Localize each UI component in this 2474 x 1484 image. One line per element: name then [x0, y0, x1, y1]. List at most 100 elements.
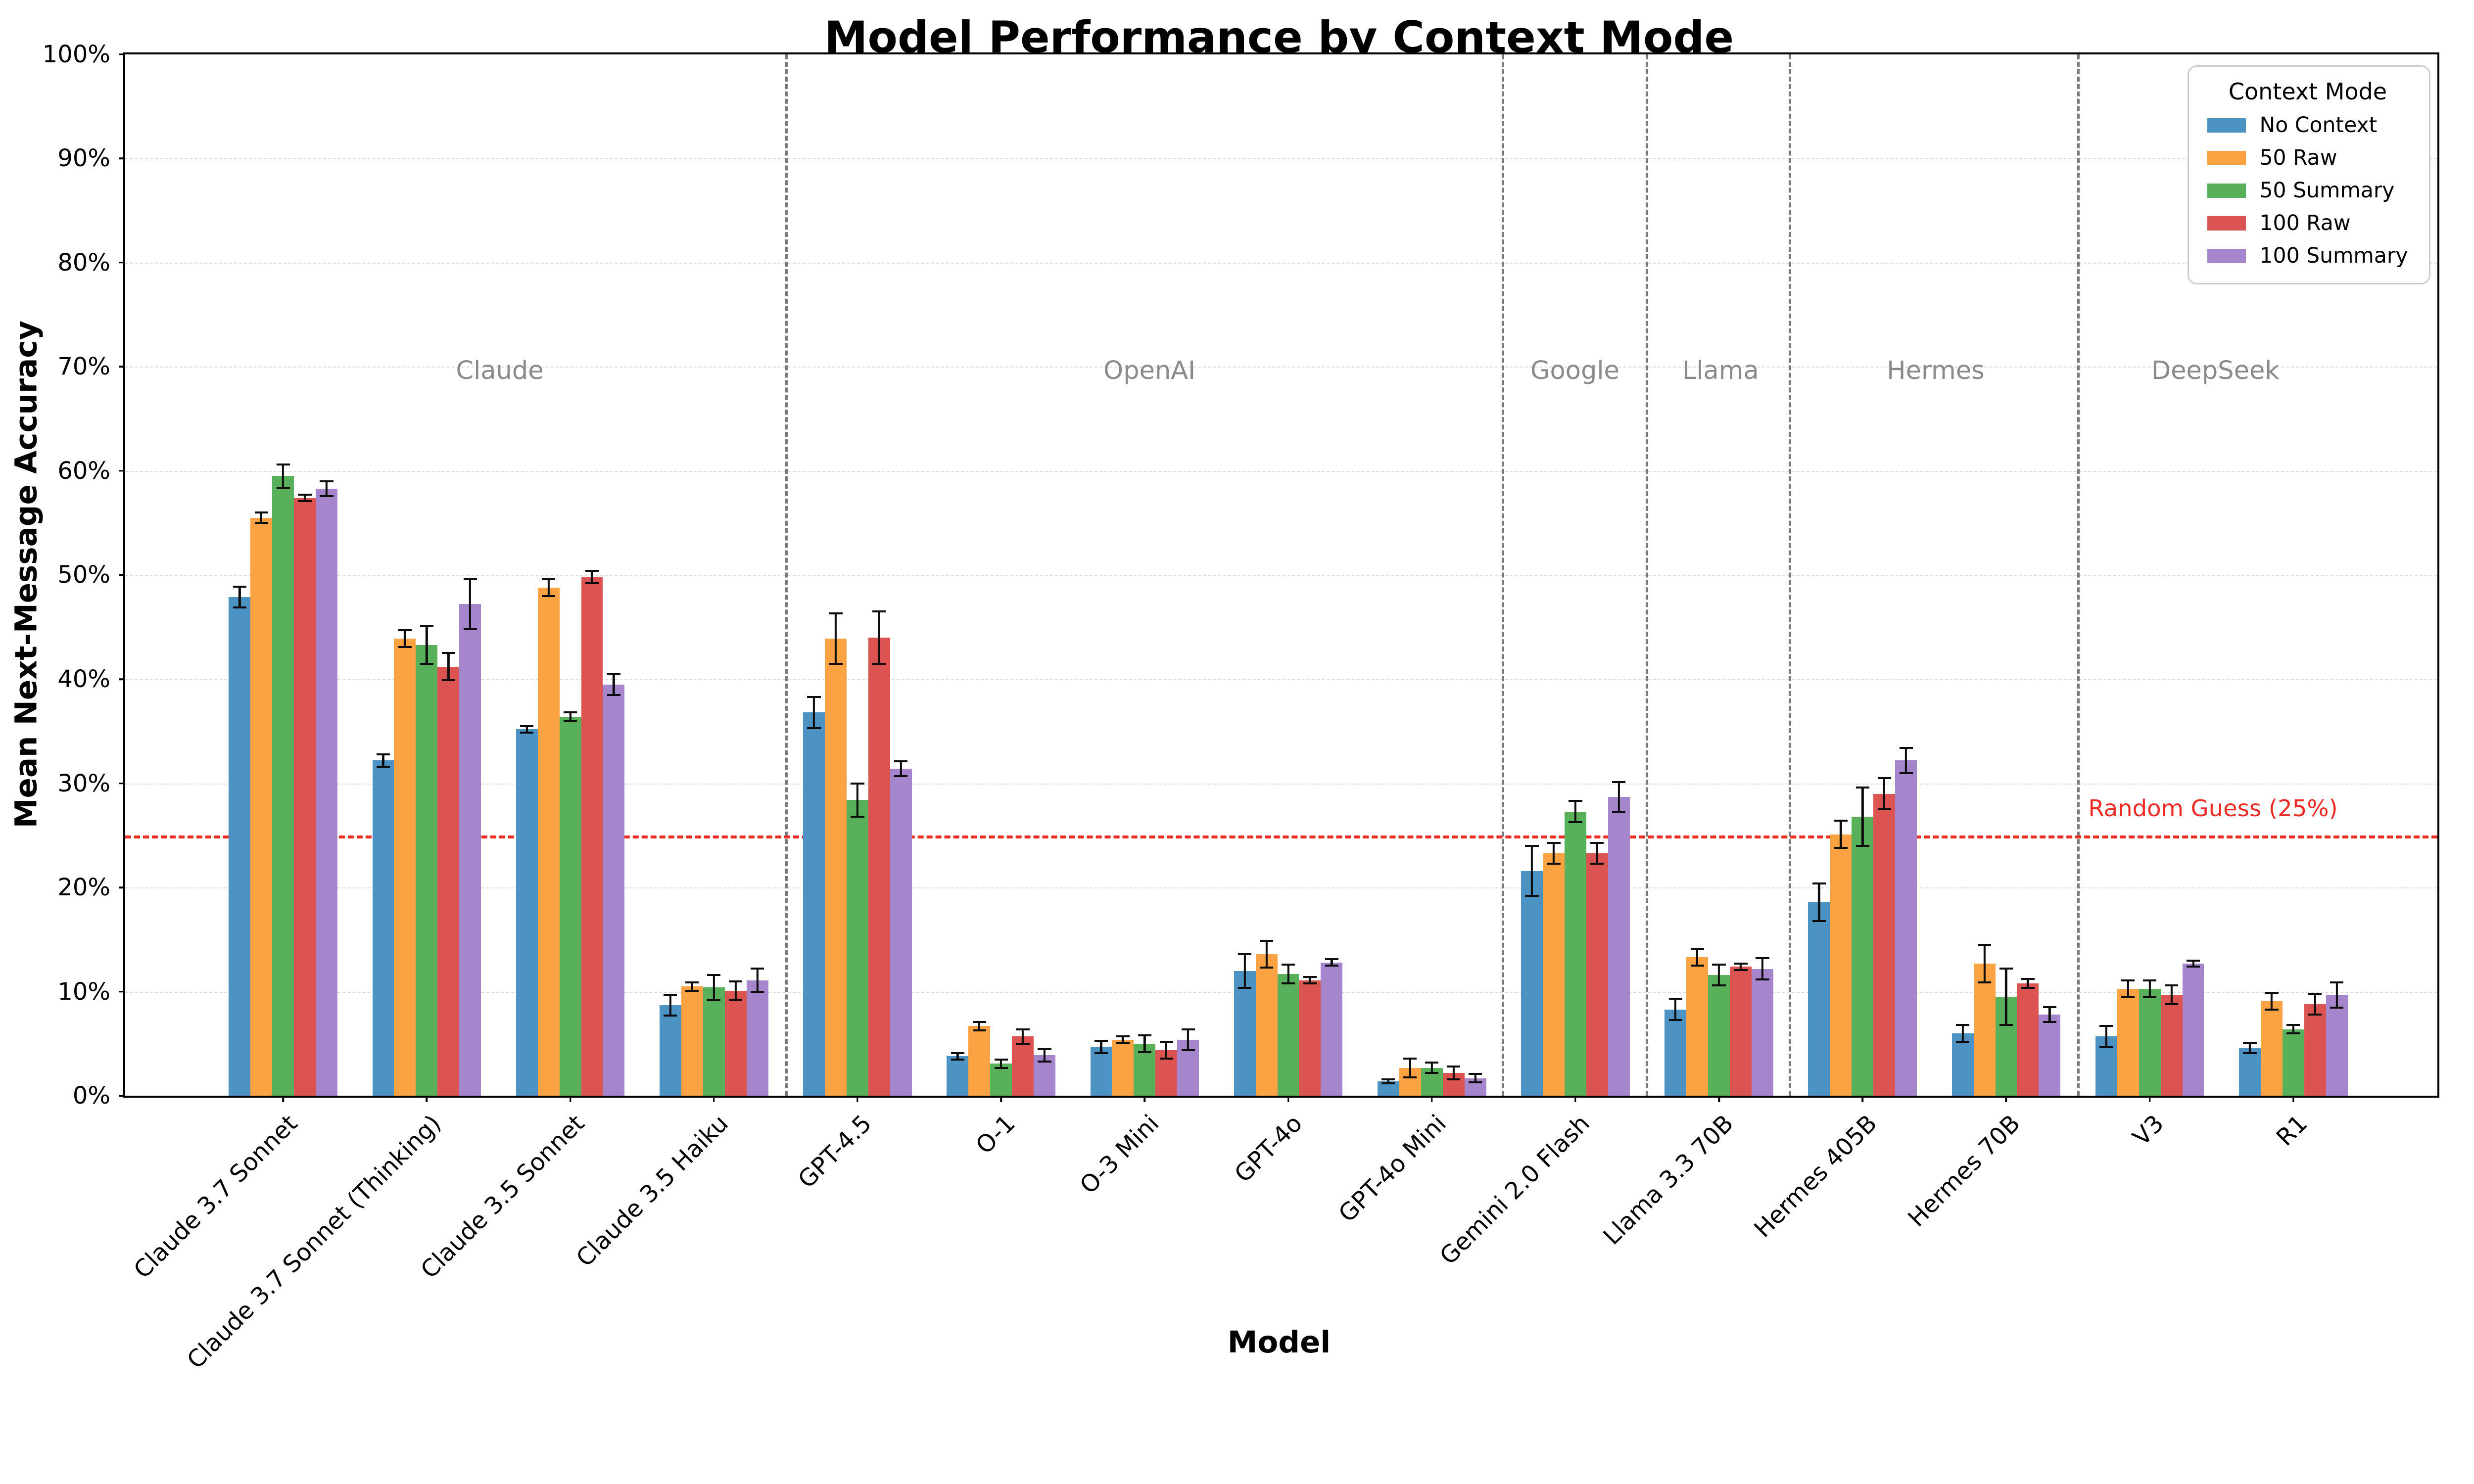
bar-claude-3-7-sonnet-100-raw: [294, 498, 316, 1096]
bar-claude-3-7-sonnet-100-summary: [316, 488, 337, 1096]
y-axis-label: Mean Next-Message Accuracy: [8, 320, 44, 829]
y-tick-label-80: 80%: [57, 248, 110, 277]
bar-v3-50-raw: [2117, 988, 2139, 1096]
x-tick-mark-o-3-mini: [1143, 1096, 1146, 1103]
bar-claude-3-5-sonnet-100-raw: [581, 577, 603, 1096]
bar-o-3-mini-50-raw: [1112, 1039, 1134, 1096]
x-tick-mark-hermes-70b: [2005, 1096, 2007, 1103]
legend-items: No Context 50 Raw 50 Summary 100 Raw 100 Sum…: [2207, 113, 2408, 268]
provider-separator-4: [1788, 54, 1791, 1096]
y-tick-mark-60: [119, 470, 125, 472]
bar-hermes-405b-no-context: [1808, 902, 1830, 1096]
x-axis-label: Model: [1227, 1324, 1331, 1360]
error-bar-hermes-70b-50-raw: [1977, 943, 1992, 983]
bar-hermes-405b-100-raw: [1873, 793, 1896, 1096]
y-tick-mark-100: [119, 53, 125, 55]
bar-r1-50-summary: [2282, 1029, 2304, 1096]
error-bar-claude-3-7-sonnet-100-summary: [320, 480, 333, 497]
bar-claude-3-5-sonnet-50-summary: [559, 716, 581, 1096]
x-tick-mark-o-1: [1000, 1096, 1002, 1103]
error-bar-gpt-4o-mini-100-raw: [1447, 1066, 1461, 1080]
error-bar-gemini-2-0-flash-100-summary: [1612, 781, 1626, 813]
provider-label-hermes: Hermes: [1887, 356, 1985, 386]
plot-area: Context Mode No Context 50 Raw 50 Summary 1…: [43, 41, 2439, 1374]
error-bar-gemini-2-0-flash-50-summary: [1569, 800, 1582, 823]
error-bar-o-1-50-raw: [972, 1020, 986, 1031]
error-bar-gpt-4o-mini-no-context: [1381, 1078, 1395, 1085]
error-bar-o-3-mini-no-context: [1094, 1039, 1108, 1055]
bar-gemini-2-0-flash-100-summary: [1608, 797, 1630, 1096]
error-bar-claude-3-7-sonnet-50-summary: [276, 464, 290, 489]
y-tick-label-100: 100%: [42, 40, 110, 68]
bar-v3-100-summary: [2182, 963, 2204, 1096]
bar-o-1-50-summary: [990, 1064, 1012, 1096]
bar-gpt-4-5-100-summary: [890, 769, 912, 1096]
y-tick-label-70: 70%: [57, 353, 110, 381]
error-bar-claude-3-7-sonnet-thinking-50-summary: [420, 625, 433, 665]
gridline-60: [125, 470, 2437, 472]
error-bar-claude-3-7-sonnet-100-raw: [298, 494, 312, 503]
y-tick-mark-80: [119, 261, 125, 264]
error-bar-llama-3-3-70b-50-raw: [1690, 948, 1704, 967]
error-bar-llama-3-3-70b-100-raw: [1734, 962, 1748, 971]
error-bar-o-1-no-context: [951, 1052, 964, 1061]
x-tick-label-gpt-4-5: GPT-4.5: [793, 1109, 877, 1194]
y-tick-mark-70: [119, 366, 125, 368]
provider-separator-3: [1645, 54, 1648, 1096]
bar-gpt-4-5-no-context: [803, 712, 825, 1096]
legend: Context Mode No Context 50 Raw 50 Summary 1…: [2187, 65, 2430, 284]
legend-label-no-context: No Context: [2259, 113, 2378, 138]
error-bar-claude-3-5-sonnet-100-summary: [607, 673, 620, 696]
x-tick-mark-claude-3-7-sonnet: [282, 1096, 284, 1103]
gridline-90: [125, 158, 2437, 160]
bar-o-1-50-raw: [968, 1026, 991, 1096]
y-tick-mark-10: [119, 991, 125, 993]
error-bar-gpt-4-5-100-raw: [872, 610, 886, 665]
error-bar-o-1-100-raw: [1016, 1028, 1030, 1045]
bar-v3-100-raw: [2160, 995, 2183, 1096]
error-bar-claude-3-7-sonnet-thinking-100-summary: [463, 578, 477, 631]
provider-separator-1: [785, 54, 788, 1096]
x-tick-label-claude-3-7-sonnet-thinking: Claude 3.7 Sonnet (Thinking): [181, 1109, 446, 1374]
error-bar-hermes-70b-100-raw: [2021, 978, 2035, 989]
x-tick-mark-llama-3-3-70b: [1718, 1096, 1720, 1103]
error-bar-claude-3-5-sonnet-no-context: [520, 725, 534, 734]
gridline-50: [125, 575, 2437, 576]
error-bar-gemini-2-0-flash-no-context: [1525, 844, 1539, 897]
legend-label-100-summary: 100 Summary: [2259, 243, 2408, 268]
error-bar-claude-3-5-sonnet-50-raw: [542, 578, 556, 597]
error-bar-r1-50-raw: [2265, 991, 2279, 1011]
error-bar-claude-3-7-sonnet-thinking-100-raw: [441, 652, 455, 682]
error-bar-o-3-mini-50-raw: [1116, 1035, 1130, 1044]
bar-llama-3-3-70b-100-summary: [1751, 969, 1773, 1096]
x-tick-mark-v3: [2148, 1096, 2151, 1103]
provider-separator-2: [1502, 54, 1505, 1096]
error-bar-hermes-405b-100-raw: [1877, 777, 1891, 811]
error-bar-hermes-70b-100-summary: [2043, 1006, 2056, 1023]
bar-gpt-4o-100-raw: [1299, 980, 1321, 1096]
error-bar-claude-3-7-sonnet-thinking-50-raw: [398, 629, 412, 648]
provider-label-claude: Claude: [456, 356, 544, 386]
error-bar-gpt-4-5-no-context: [807, 696, 821, 730]
error-bar-v3-50-raw: [2121, 979, 2135, 998]
error-bar-claude-3-5-sonnet-100-raw: [585, 569, 599, 585]
bar-claude-3-5-sonnet-no-context: [516, 729, 538, 1096]
bar-claude-3-7-sonnet-thinking-100-raw: [437, 666, 460, 1096]
y-tick-mark-40: [119, 678, 125, 680]
error-bar-r1-50-summary: [2286, 1024, 2300, 1035]
error-bar-gpt-4-5-50-summary: [851, 782, 864, 818]
bar-v3-50-summary: [2139, 988, 2161, 1096]
x-tick-label-claude-3-5-sonnet: Claude 3.5 Sonnet: [415, 1109, 590, 1284]
bar-claude-3-7-sonnet-50-summary: [272, 476, 294, 1096]
provider-label-openai: OpenAI: [1103, 356, 1196, 386]
legend-swatch-icon-no-context: [2207, 118, 2246, 133]
error-bar-gpt-4o-100-raw: [1303, 976, 1317, 985]
error-bar-hermes-405b-100-summary: [1899, 746, 1913, 774]
x-tick-mark-hermes-405b: [1861, 1096, 1864, 1103]
error-bar-gemini-2-0-flash-50-raw: [1547, 841, 1561, 865]
gridline-30: [125, 783, 2437, 785]
x-tick-label-v3: V3: [2127, 1109, 2170, 1152]
legend-title: Context Mode: [2228, 78, 2387, 105]
legend-label-50-raw: 50 Raw: [2259, 145, 2337, 170]
provider-label-deepseek: DeepSeek: [2151, 356, 2280, 386]
